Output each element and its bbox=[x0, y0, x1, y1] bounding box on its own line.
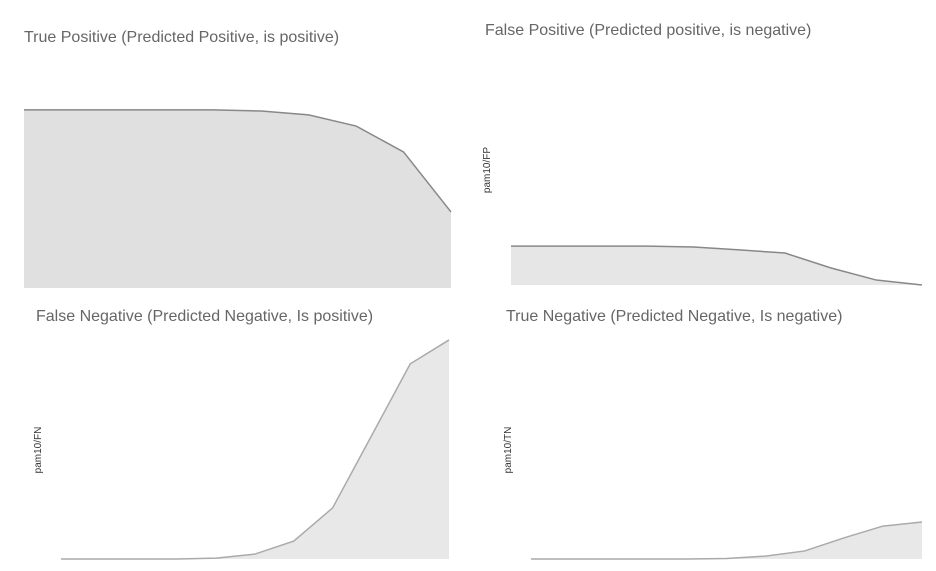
area-line bbox=[531, 521, 923, 560]
chart-title: False Negative (Predicted Negative, Is p… bbox=[36, 308, 373, 325]
area-fill bbox=[531, 522, 922, 559]
area-line bbox=[511, 245, 923, 286]
y-axis-label: pam10/TN bbox=[503, 427, 514, 474]
area-fill bbox=[61, 339, 449, 559]
area-fill bbox=[24, 109, 451, 288]
y-axis-label: pam10/FP bbox=[482, 147, 493, 193]
y-axis-label: pam10/FN bbox=[33, 427, 44, 474]
chart-title: True Positive (Predicted Positive, is po… bbox=[24, 29, 339, 46]
area-line bbox=[61, 339, 450, 560]
chart-title: True Negative (Predicted Negative, Is ne… bbox=[506, 308, 842, 325]
chart-title: False Positive (Predicted positive, is n… bbox=[485, 22, 811, 39]
area-fill bbox=[511, 246, 922, 285]
area-line bbox=[24, 109, 452, 213]
